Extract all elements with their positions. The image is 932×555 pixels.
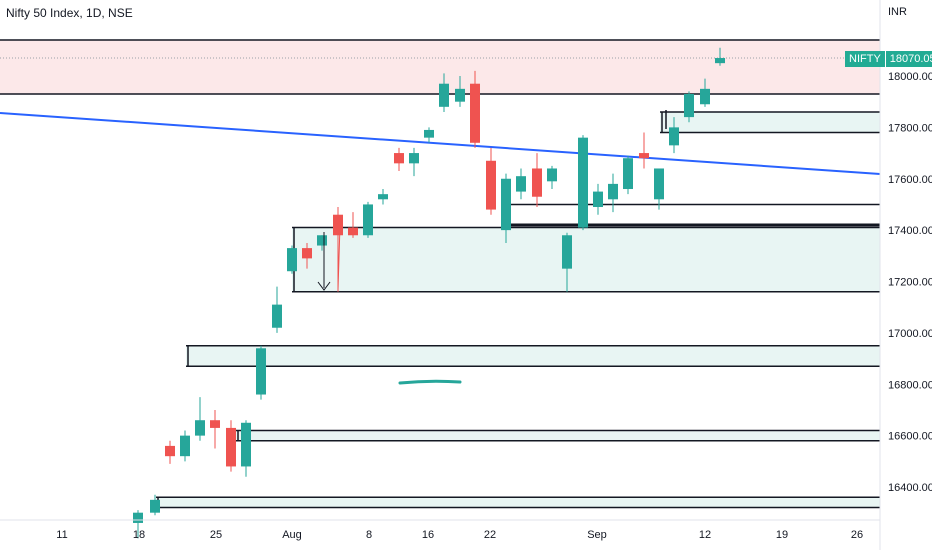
- candle-down: [470, 83, 480, 143]
- zone-fill: [236, 430, 880, 441]
- candle-up: [424, 129, 434, 138]
- candle-up: [654, 168, 664, 200]
- y-tick-label: 17000.00: [888, 328, 932, 340]
- x-tick-label: 8: [366, 529, 372, 541]
- trendline: [0, 112, 881, 175]
- candle-down: [639, 153, 649, 159]
- candle-up: [195, 420, 205, 436]
- x-tick-label: Aug: [282, 529, 302, 541]
- y-tick-label: 18000.00: [888, 71, 932, 83]
- candle-up: [700, 88, 710, 105]
- candle-up: [439, 83, 449, 107]
- candle-down: [394, 153, 404, 164]
- x-tick-label: 12: [699, 529, 711, 541]
- x-tick-label: 22: [484, 529, 496, 541]
- candle-down: [486, 160, 496, 210]
- x-tick-label: 18: [133, 529, 145, 541]
- arrow-head: [317, 281, 331, 291]
- zone-fill: [660, 111, 880, 133]
- candle-down: [348, 227, 358, 236]
- candle-up: [578, 137, 588, 228]
- candle-down: [210, 420, 220, 428]
- candle-down: [532, 168, 542, 197]
- x-tick-label: 25: [210, 529, 222, 541]
- y-tick-label: 17400.00: [888, 225, 932, 237]
- y-tick-label: 16400.00: [888, 482, 932, 494]
- candle-up: [501, 178, 511, 231]
- candle-down: [165, 445, 175, 457]
- y-tick-label: 17600.00: [888, 174, 932, 186]
- price-tag-symbol: NIFTY: [845, 51, 885, 67]
- candle-up: [241, 422, 251, 467]
- candle-up: [623, 158, 633, 190]
- x-tick-label: Sep: [587, 529, 607, 541]
- zone-fill: [156, 497, 880, 508]
- symbol-title: Nifty 50 Index, 1D, NSE: [6, 6, 133, 20]
- currency-label: INR: [888, 6, 907, 18]
- candle-up: [317, 235, 327, 246]
- candle-down: [302, 248, 312, 259]
- zone-fill: [292, 227, 880, 292]
- candle-up: [562, 235, 572, 269]
- candle-up: [593, 191, 603, 208]
- candle-up: [715, 58, 725, 64]
- candle-down: [226, 427, 236, 467]
- x-tick-label: 26: [851, 529, 863, 541]
- candle-up: [455, 88, 465, 102]
- candle-down: [333, 214, 343, 236]
- candle-up: [133, 512, 143, 523]
- candle-up: [608, 183, 618, 200]
- candle-up: [287, 248, 297, 272]
- candle-up: [516, 176, 526, 192]
- x-tick-label: 16: [422, 529, 434, 541]
- candle-up: [669, 127, 679, 146]
- price-tag-value: 18070.05: [885, 51, 932, 67]
- zone-fill: [186, 345, 880, 367]
- candle-up: [378, 194, 388, 200]
- zones-layer: [0, 39, 880, 509]
- annotations-layer: [317, 110, 667, 385]
- y-tick-label: 17800.00: [888, 122, 932, 134]
- candle-up: [180, 435, 190, 457]
- candle-up: [684, 93, 694, 118]
- y-tick-label: 16600.00: [888, 431, 932, 443]
- candles-layer: [133, 47, 725, 539]
- candle-up: [363, 204, 373, 236]
- candle-up: [256, 348, 266, 395]
- candle-up: [547, 168, 557, 182]
- candle-up: [272, 304, 282, 328]
- last-price-tag: NIFTY 18070.05: [845, 51, 932, 67]
- x-tick-label: 11: [56, 529, 67, 541]
- highlight-stroke: [398, 379, 462, 385]
- candle-up: [150, 499, 160, 513]
- x-tick-label: 19: [776, 529, 788, 541]
- y-tick-label: 17200.00: [888, 277, 932, 289]
- candle-up: [409, 153, 419, 164]
- arrow-red-guide: [337, 224, 341, 291]
- trendline-layer: [0, 112, 881, 175]
- y-tick-label: 16800.00: [888, 379, 932, 391]
